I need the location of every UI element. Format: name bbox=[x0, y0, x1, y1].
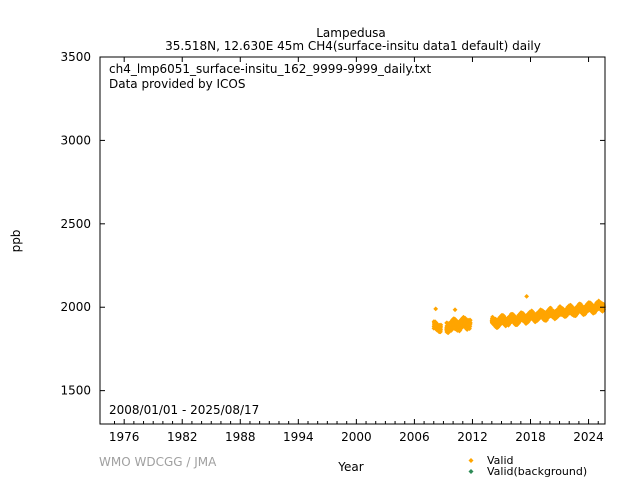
y-axis-label: ppb bbox=[9, 230, 23, 253]
x-tick-label: 1982 bbox=[167, 430, 198, 444]
legend-marker-valid-background bbox=[468, 469, 474, 474]
period-annotation: 2008/01/01 - 2025/08/17 bbox=[109, 403, 259, 417]
valid-point bbox=[433, 306, 439, 312]
x-tick-label: 1976 bbox=[109, 430, 140, 444]
x-tick-label: 2000 bbox=[341, 430, 372, 444]
x-axis: 1976 1982 1988 1994 2000 2006 2012 2018 2024 bbox=[109, 57, 604, 444]
valid-point bbox=[468, 318, 473, 323]
credit-text: WMO WDCGG / JMA bbox=[99, 455, 217, 469]
y-tick-label: 3500 bbox=[60, 50, 91, 64]
data-provider-annotation: Data provided by ICOS bbox=[109, 77, 245, 91]
legend-marker-valid bbox=[468, 458, 474, 463]
legend: Valid Valid(background) bbox=[468, 454, 587, 478]
y-tick-label: 1500 bbox=[60, 384, 91, 398]
x-tick-label: 2012 bbox=[457, 430, 488, 444]
valid-point bbox=[524, 293, 530, 299]
valid-point bbox=[438, 327, 444, 332]
x-tick-label: 1994 bbox=[283, 430, 314, 444]
valid-point bbox=[548, 305, 554, 311]
valid-point bbox=[526, 319, 531, 324]
y-tick-label: 3000 bbox=[60, 133, 91, 147]
legend-label-valid: Valid bbox=[487, 454, 514, 467]
valid-point bbox=[535, 318, 540, 323]
x-tick-label: 2024 bbox=[573, 430, 604, 444]
x-axis-label: Year bbox=[337, 460, 363, 474]
valid-point bbox=[438, 322, 444, 328]
data-points bbox=[431, 293, 607, 336]
y-axis: 1500 2000 2500 3000 3500 bbox=[60, 50, 605, 398]
chart-title: Lampedusa bbox=[316, 26, 386, 40]
plot-frame bbox=[99, 56, 606, 425]
chart-subtitle: 35.518N, 12.630E 45m CH4(surface-insitu … bbox=[165, 39, 541, 53]
legend-label-valid-background: Valid(background) bbox=[487, 465, 587, 478]
x-tick-label: 2006 bbox=[399, 430, 430, 444]
y-tick-label: 2000 bbox=[60, 300, 91, 314]
x-tick-label: 1988 bbox=[225, 430, 256, 444]
x-tick-label: 2018 bbox=[515, 430, 546, 444]
y-tick-label: 2500 bbox=[60, 217, 91, 231]
valid-point bbox=[452, 307, 458, 313]
valid-point bbox=[601, 304, 607, 309]
file-name-annotation: ch4_lmp6051_surface-insitu_162_9999-9999… bbox=[109, 62, 431, 76]
